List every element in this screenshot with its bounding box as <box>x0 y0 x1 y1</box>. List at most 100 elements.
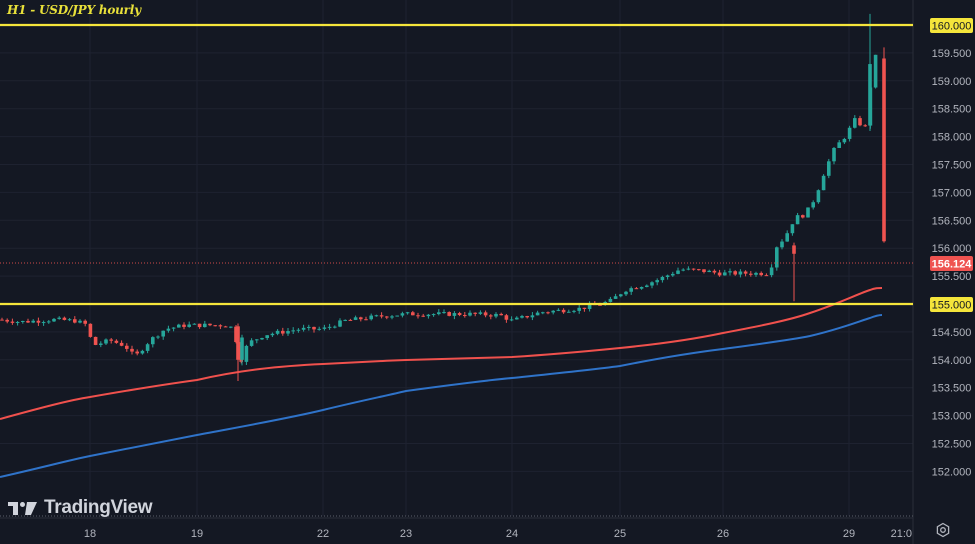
candle <box>582 307 587 309</box>
candle <box>161 330 165 337</box>
price-axis-label: 153.000 <box>932 411 972 423</box>
tradingview-logo-text: TradingView <box>44 497 153 518</box>
gear-icon[interactable] <box>935 522 951 538</box>
time-axis-label: 19 <box>191 528 203 540</box>
candle <box>634 288 639 290</box>
candle <box>348 319 353 321</box>
candle <box>775 247 779 268</box>
candle <box>338 320 342 327</box>
candle <box>530 315 535 318</box>
candle <box>468 312 472 316</box>
candle <box>717 272 722 276</box>
candlestick-series[interactable] <box>0 13 886 382</box>
candle <box>556 309 561 311</box>
candle <box>442 312 446 314</box>
candle <box>236 326 240 360</box>
candle <box>374 315 379 317</box>
candle <box>780 241 784 248</box>
price-axis-label: 154.500 <box>932 327 972 339</box>
price-axis-label: 152.000 <box>932 466 972 478</box>
candle <box>515 317 519 320</box>
candle <box>31 320 35 323</box>
candle <box>738 271 743 275</box>
candle <box>494 313 498 317</box>
candle <box>177 324 181 328</box>
candle <box>567 311 571 313</box>
time-axis-label: 22 <box>317 528 329 540</box>
candle <box>790 224 795 234</box>
candle <box>390 316 394 318</box>
candle <box>473 312 477 314</box>
candle <box>447 312 451 316</box>
candle <box>827 161 831 176</box>
candle <box>795 215 800 225</box>
last-price-tag-label: 156.124 <box>932 259 973 271</box>
candle <box>624 291 628 295</box>
candle <box>639 287 644 289</box>
time-axis-label: 18 <box>84 528 96 540</box>
candle <box>385 316 389 318</box>
candle <box>816 190 821 203</box>
candle <box>676 270 680 274</box>
candle <box>93 336 98 345</box>
candle <box>52 318 56 322</box>
candle <box>57 317 61 319</box>
candle <box>551 310 555 313</box>
candle <box>645 285 649 288</box>
time-axis-label: 26 <box>717 528 729 540</box>
candle <box>62 317 67 320</box>
candle <box>655 280 659 283</box>
candle <box>665 275 670 277</box>
candle <box>400 313 405 316</box>
candle <box>598 304 602 306</box>
candle <box>525 316 529 318</box>
candle <box>801 215 805 218</box>
candle <box>811 202 815 208</box>
time-axis-label: 21:0 <box>891 528 912 540</box>
candle <box>192 323 197 325</box>
candle <box>135 351 139 354</box>
candle <box>265 335 269 339</box>
price-axis-label: 152.500 <box>932 439 972 451</box>
candle <box>629 288 633 292</box>
tradingview-logo-icon <box>8 501 37 515</box>
candle <box>213 325 217 327</box>
candle <box>421 315 425 317</box>
candle <box>691 268 696 270</box>
candle <box>535 312 540 316</box>
candle <box>504 315 509 320</box>
candle <box>104 339 108 344</box>
candle <box>47 321 51 323</box>
time-axis[interactable]: 18 19 22 23 24 25 26 29 21:0 <box>84 528 912 540</box>
candle <box>249 340 254 346</box>
candle <box>99 343 103 345</box>
candle <box>5 319 9 322</box>
candle <box>151 337 155 345</box>
candle <box>208 323 212 326</box>
candle <box>281 330 285 334</box>
vertical-gridlines <box>89 0 850 516</box>
candle <box>792 245 796 254</box>
chart-title: H1 - USD/JPY hourly <box>7 3 141 17</box>
candle <box>41 322 46 324</box>
candle <box>73 319 77 323</box>
time-axis-label: 29 <box>843 528 855 540</box>
price-axis-label: 156.500 <box>932 215 972 227</box>
candle <box>613 296 618 299</box>
candle <box>489 315 493 317</box>
candle <box>78 320 82 323</box>
candle <box>806 207 810 218</box>
time-axis-label: 25 <box>614 528 626 540</box>
candle <box>240 337 244 360</box>
candle <box>145 344 150 351</box>
candle <box>333 326 337 328</box>
candle <box>587 304 592 309</box>
time-axis-label: 23 <box>400 528 412 540</box>
candle <box>255 339 259 341</box>
candle <box>244 345 249 362</box>
candle <box>15 321 20 323</box>
candle <box>156 336 160 338</box>
